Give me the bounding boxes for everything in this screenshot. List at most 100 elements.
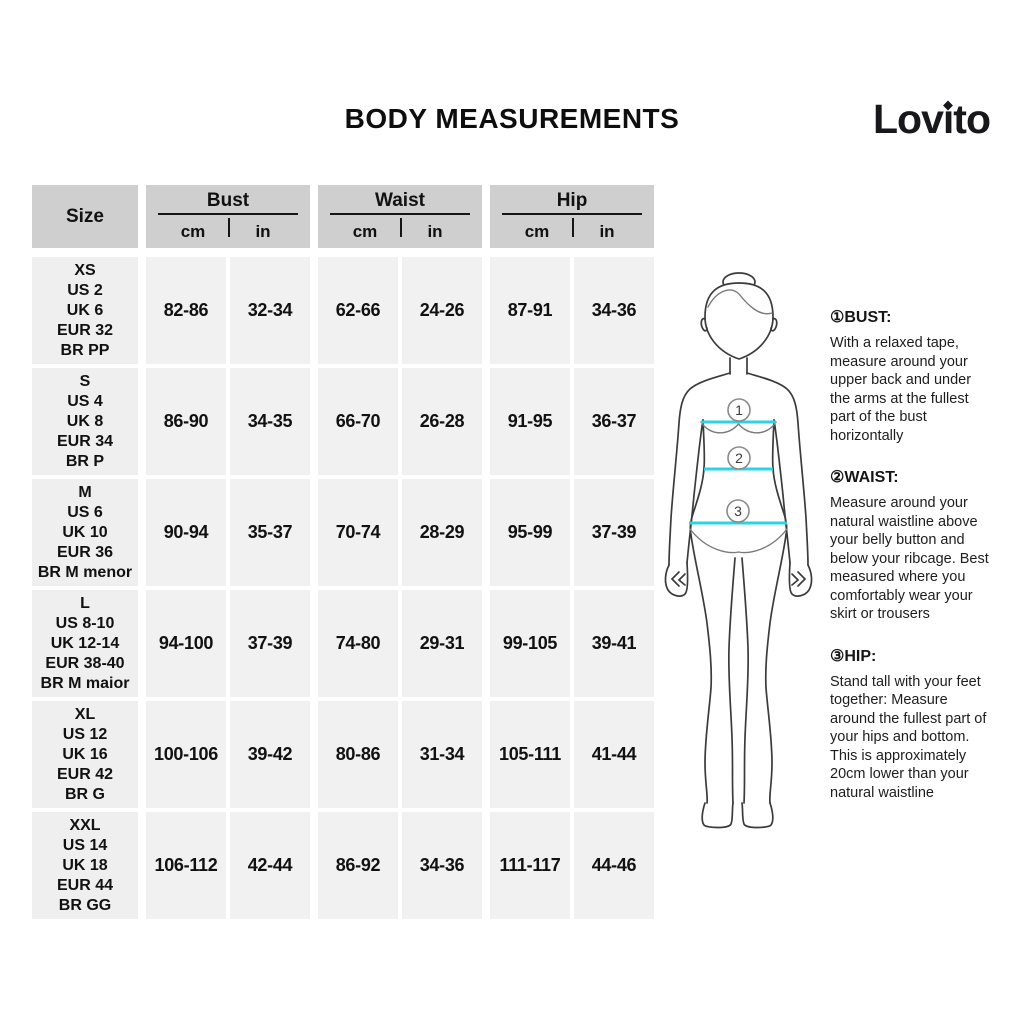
bust-cm-cell: 106-112 [146,812,226,919]
body-figure: 1 2 3 [659,263,829,840]
hip-in-cell: 39-41 [574,590,654,697]
figure-arm-left-inner [686,419,704,564]
waist-in-cell: 26-28 [402,368,482,475]
waist-unit-in: in [427,221,443,241]
bust-in-cell: 39-42 [230,701,310,808]
bust-unit-cm: cm [180,221,206,241]
hip-in-cell: 37-39 [574,479,654,586]
guide-body-bust: With a relaxed tape, measure around your… [830,335,972,444]
hip-in-cell: 34-36 [574,257,654,364]
hip-unit-cm: cm [524,221,550,241]
figure-leg-right-outer [764,534,787,804]
table-row-xs: XS US 2 UK 6 EUR 32 BR PP 82-86 32-34 62… [32,257,654,364]
bust-cm-cell: 90-94 [146,479,226,586]
waist-label: Waist [375,190,425,211]
logo-letter-i: ı [942,96,954,142]
figure-torso-left [689,419,706,536]
waist-cm-cell: 80-86 [318,701,398,808]
table-row-xl: XL US 12 UK 16 EUR 42 BR G 100-106 39-42… [32,701,654,808]
bust-cm-cell: 82-86 [146,257,226,364]
figure-ear-right [770,317,778,332]
figure-hair-fringe [707,289,773,315]
waist-cm-cell: 62-66 [318,257,398,364]
guide-body-hip: Stand tall with your feet together: Meas… [830,673,987,801]
guide-section-hip: ③HIP: Stand tall with your feet together… [830,646,1002,803]
hip-cm-cell: 111-117 [490,812,570,919]
waist-cm-cell: 86-92 [318,812,398,919]
figure-foot-left [701,802,734,829]
waist-cm-cell: 70-74 [318,479,398,586]
table-row-xxl: XXL US 14 UK 18 EUR 44 BR GG 106-112 42-… [32,812,654,919]
hip-in-cell: 41-44 [574,701,654,808]
figure-arm-right-outer [746,372,809,566]
guide-heading-waist: ②WAIST: [830,469,899,486]
figure-leg-left-outer [690,534,713,804]
figure-fingers-left [670,571,686,587]
waist-marker-number: 2 [735,450,743,466]
hip-in-cell: 36-37 [574,368,654,475]
hip-cm-cell: 99-105 [490,590,570,697]
bust-cm-cell: 100-106 [146,701,226,808]
hip-marker-circle [726,499,750,523]
waist-in-cell: 28-29 [402,479,482,586]
guide-body-waist: Measure around your natural waistline ab… [830,495,989,622]
hip-marker-number: 3 [734,503,742,519]
hip-cm-cell: 91-95 [490,368,570,475]
logo-part-post: to [953,96,991,142]
size-cell-xxl: XXL US 14 UK 18 EUR 44 BR GG [32,812,138,919]
figure-torso-right [771,419,788,536]
table-header-size: Size [32,185,138,248]
bust-in-cell: 37-39 [230,590,310,697]
waist-in-cell: 24-26 [402,257,482,364]
hip-unit-in: in [599,221,615,241]
bust-in-cell: 32-34 [230,257,310,364]
figure-hand-left [664,562,689,597]
waist-in-cell: 29-31 [402,590,482,697]
lovito-logo: Lov ıto [873,96,991,143]
waist-cm-cell: 74-80 [318,590,398,697]
table-row-l: L US 8-10 UK 12-14 EUR 38-40 BR M maior … [32,590,654,697]
unit-divider [572,218,574,237]
guide-section-bust: ①BUST: With a relaxed tape, measure arou… [830,307,1002,445]
figure-foot-right [741,802,774,829]
table-row-s: S US 4 UK 8 EUR 34 BR P 86-90 34-35 66-7… [32,368,654,475]
unit-divider [400,218,402,237]
waist-in-cell: 31-34 [402,701,482,808]
figure-fingers-right [791,571,807,587]
hip-in-cell: 44-46 [574,812,654,919]
page-title: BODY MEASUREMENTS [344,103,680,134]
bust-in-cell: 35-37 [230,479,310,586]
size-cell-s: S US 4 UK 8 EUR 34 BR P [32,368,138,475]
bust-label: Bust [206,190,250,211]
table-header-row: Size Bust cm in Waist cm in [32,185,654,248]
size-cell-l: L US 8-10 UK 12-14 EUR 38-40 BR M maior [32,590,138,697]
bust-marker-circle [727,398,751,422]
guide-heading-hip: ③HIP: [830,647,877,665]
measurements-table: Size Bust cm in Waist cm in [32,185,654,919]
waist-in-cell: 34-36 [402,812,482,919]
waist-marker-circle [727,446,751,470]
measurement-guide: ①BUST: With a relaxed tape, measure arou… [830,307,1002,824]
figure-ear-left [700,317,708,332]
waist-cm-cell: 66-70 [318,368,398,475]
table-header-hip: Hip cm in [490,185,654,248]
guide-heading-bust: ①BUST: [830,309,892,326]
table-header-bust: Bust cm in [146,185,310,248]
bust-in-cell: 34-35 [230,368,310,475]
figure-neck [729,357,748,375]
figure-bikini-line [689,528,788,554]
body-figure-drawing: 1 2 3 [664,272,813,829]
figure-leg-left-inner [727,557,736,804]
bust-marker-number: 1 [735,402,743,418]
bust-rule [158,213,298,215]
table-row-m: M US 6 UK 10 EUR 36 BR M menor 90-94 35-… [32,479,654,586]
unit-divider [228,218,230,237]
bust-in-cell: 42-44 [230,812,310,919]
size-cell-xs: XS US 2 UK 6 EUR 32 BR PP [32,257,138,364]
figure-leg-right-inner [741,557,750,804]
bust-cm-cell: 86-90 [146,368,226,475]
hip-rule [502,213,642,215]
waist-rule [330,213,470,215]
hip-cm-cell: 105-111 [490,701,570,808]
